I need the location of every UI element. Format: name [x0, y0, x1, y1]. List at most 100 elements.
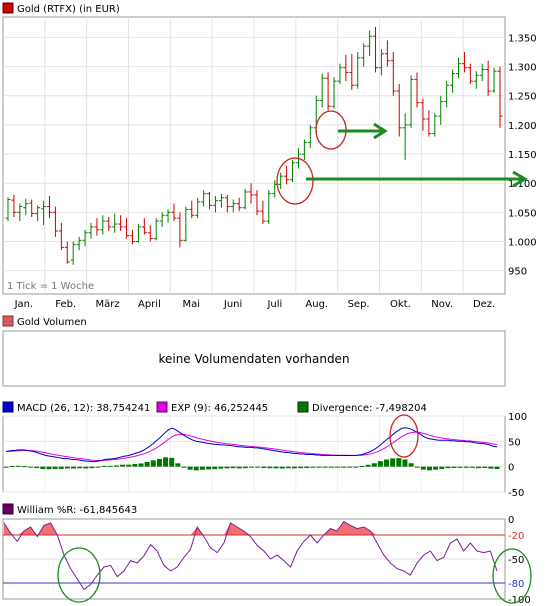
price-x-tick-0: Jan.: [14, 299, 34, 310]
volume-legend-swatch: [2, 315, 14, 327]
price-x-tick-2: März: [96, 299, 120, 310]
ohlc-bar-41: [248, 183, 254, 204]
divergence-bar-12: [40, 466, 46, 470]
divergence-bar-36: [113, 465, 119, 467]
divergence-bar-88: [273, 466, 279, 469]
williams-y-tick-0: 0: [508, 515, 514, 526]
ohlc-bar-22: [135, 224, 141, 243]
divergence-bar-86: [267, 466, 273, 469]
divergence-bar-110: [341, 466, 347, 468]
divergence-bar-16: [52, 466, 58, 470]
divergence-bar-102: [316, 466, 322, 468]
ohlc-bar-40: [242, 189, 248, 210]
divergence-bar-128: [396, 458, 402, 467]
ohlc-bar-66: [396, 84, 402, 137]
ohlc-bar-39: [236, 197, 242, 212]
divergence-bar-136: [420, 466, 426, 470]
price-legend-swatch: [2, 2, 14, 14]
price-x-tick-5: Juni: [223, 299, 242, 310]
annotation-circle-jul: [276, 157, 314, 205]
ohlc-bar-64: [384, 40, 390, 67]
divergence-bar-80: [249, 466, 254, 468]
price-ohlc-series: [5, 26, 503, 265]
ohlc-bar-5: [35, 205, 41, 222]
divergence-bar-114: [353, 466, 359, 468]
ohlc-bar-1: [11, 194, 17, 218]
price-y-tick-1: 1.300: [508, 63, 537, 74]
ohlc-bar-19: [118, 215, 124, 232]
divergence-bar-60: [187, 466, 193, 470]
ohlc-bar-58: [349, 53, 355, 90]
price-x-tick-10: Nov.: [431, 299, 453, 310]
ohlc-bar-56: [337, 63, 343, 85]
divergence-bar-50: [156, 458, 162, 467]
divergence-bar-126: [390, 458, 396, 467]
ohlc-bar-60: [361, 43, 367, 67]
divergence-bar-6: [21, 466, 27, 468]
divergence-bar-76: [236, 466, 242, 469]
divergence-bar-148: [457, 466, 463, 468]
divergence-bar-58: [181, 466, 187, 468]
williams-overbought-fill: [4, 521, 497, 535]
macd-y-tick-1: 50: [508, 437, 521, 448]
price-x-tick-9: Okt.: [390, 299, 411, 310]
divergence-bar-106: [328, 466, 334, 468]
divergence-bar-78: [242, 466, 248, 469]
price-x-tick-4: Mai: [182, 299, 200, 310]
price-x-tick-7: Aug.: [305, 299, 328, 310]
price-y-tick-5: 1.100: [508, 179, 537, 190]
ohlc-bar-43: [260, 200, 266, 225]
ohlc-bar-67: [402, 113, 408, 160]
price-x-tick-6: Juli: [266, 299, 282, 310]
macd-y-tick-2: 0: [508, 463, 514, 474]
ohlc-bar-34: [207, 191, 213, 210]
macd-y-tick-0: 100: [508, 412, 527, 423]
ohlc-bar-36: [218, 193, 224, 208]
ohlc-bar-80: [479, 63, 485, 82]
divergence-bar-68: [212, 466, 218, 470]
divergence-bar-24: [77, 466, 83, 469]
macd-divergence-bars: [3, 457, 500, 471]
williams-y-tick-2: -50: [508, 555, 524, 566]
annotation-circle-macd: [389, 414, 419, 458]
price-legend: Gold (RTFX) (in EUR): [17, 4, 120, 15]
divergence-bar-32: [101, 465, 107, 467]
ohlc-bar-24: [147, 225, 153, 242]
ohlc-bar-13: [82, 229, 88, 247]
divergence-bar-8: [28, 466, 34, 468]
ohlc-bar-15: [94, 218, 100, 236]
macd-legend-exp: EXP (9): 46,252445: [171, 403, 268, 414]
annotation-circle-williams-left: [57, 547, 101, 603]
williams-y-tick-3: -80: [508, 579, 524, 590]
divergence-bar-120: [371, 463, 377, 467]
macd-y-tick-3: -50: [508, 488, 524, 499]
divergence-bar-146: [451, 466, 457, 468]
divergence-bar-28: [89, 466, 95, 469]
macd-legend-macd: MACD (26, 12): 38,754241: [17, 403, 150, 414]
ohlc-bar-50: [301, 139, 307, 160]
ohlc-bar-46: [278, 172, 284, 190]
ohlc-bar-83: [497, 66, 503, 128]
price-x-axis: Jan. Feb. März April Mai Juni Juli Aug. Sep. Okt.…: [14, 299, 496, 310]
divergence-bar-118: [365, 464, 371, 467]
ohlc-bar-57: [343, 54, 349, 82]
williams-line: [3, 520, 498, 591]
macd-panel: MACD (26, 12): 38,754241 EXP (9): 46,252…: [2, 401, 527, 499]
ohlc-bar-71: [426, 110, 432, 137]
divergence-bar-62: [193, 466, 199, 471]
divergence-bar-10: [34, 466, 40, 469]
divergence-bar-150: [463, 466, 469, 468]
divergence-bar-112: [347, 466, 353, 468]
divergence-bar-54: [169, 457, 175, 467]
ohlc-bar-51: [307, 124, 313, 149]
ohlc-bar-20: [124, 218, 130, 239]
williams-legend: William %R: -61,845643: [17, 505, 137, 516]
ohlc-bar-25: [153, 218, 159, 241]
divergence-bar-74: [230, 466, 236, 469]
price-x-tick-11: Dez.: [473, 299, 495, 310]
ohlc-bar-59: [355, 51, 361, 89]
ohlc-bar-0: [5, 197, 11, 222]
divergence-bar-44: [138, 463, 144, 467]
ohlc-bar-62: [373, 26, 379, 73]
divergence-bar-100: [310, 466, 316, 468]
